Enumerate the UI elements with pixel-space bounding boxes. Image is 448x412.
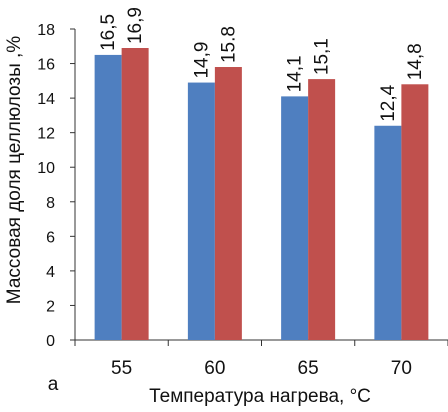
panel-label: а	[48, 374, 59, 395]
y-tick-label: 4	[46, 264, 55, 281]
y-tick-label: 6	[46, 229, 55, 246]
y-tick-label: 12	[37, 126, 55, 143]
data-label: 14,9	[191, 42, 212, 79]
data-label: 16,9	[125, 7, 146, 44]
x-ticks: 55 60 65 70	[74, 340, 448, 379]
bar	[187, 82, 215, 341]
bar	[121, 48, 149, 340]
data-label: 14,8	[405, 43, 426, 80]
y-axis-title: Массовая доля целлюлозы ,%	[4, 36, 25, 304]
bar	[94, 54, 122, 341]
data-label: 16,5	[98, 14, 119, 51]
y-ticks: 0 2 4 6 8 10 12 14 16 18	[37, 22, 75, 350]
data-label: 15.8	[218, 26, 239, 63]
data-label: 14,1	[285, 55, 306, 92]
bar	[214, 67, 242, 340]
y-tick-label: 2	[46, 298, 55, 315]
data-label: 15,1	[312, 38, 333, 75]
y-tick-label: 14	[37, 91, 55, 108]
y-tick-label: 8	[46, 195, 55, 212]
y-tick-label: 10	[37, 160, 55, 177]
x-tick-label: 60	[204, 358, 225, 379]
bar	[308, 79, 336, 340]
x-tick-label: 65	[298, 358, 319, 379]
x-tick-label: 55	[111, 358, 132, 379]
bar	[401, 84, 429, 341]
x-axis-title: Температура нагрева, °С	[149, 386, 371, 407]
y-tick-label: 16	[37, 57, 55, 74]
bars	[94, 48, 429, 341]
bar	[281, 96, 309, 340]
bar	[374, 125, 402, 340]
data-labels: 16,5 16,9 14,9 15.8 14,1 15,1 12,4 14,8	[98, 7, 426, 122]
y-tick-label: 18	[37, 22, 55, 39]
y-tick-label: 0	[46, 333, 55, 350]
x-tick-label: 70	[391, 358, 412, 379]
data-label: 12,4	[378, 84, 399, 121]
